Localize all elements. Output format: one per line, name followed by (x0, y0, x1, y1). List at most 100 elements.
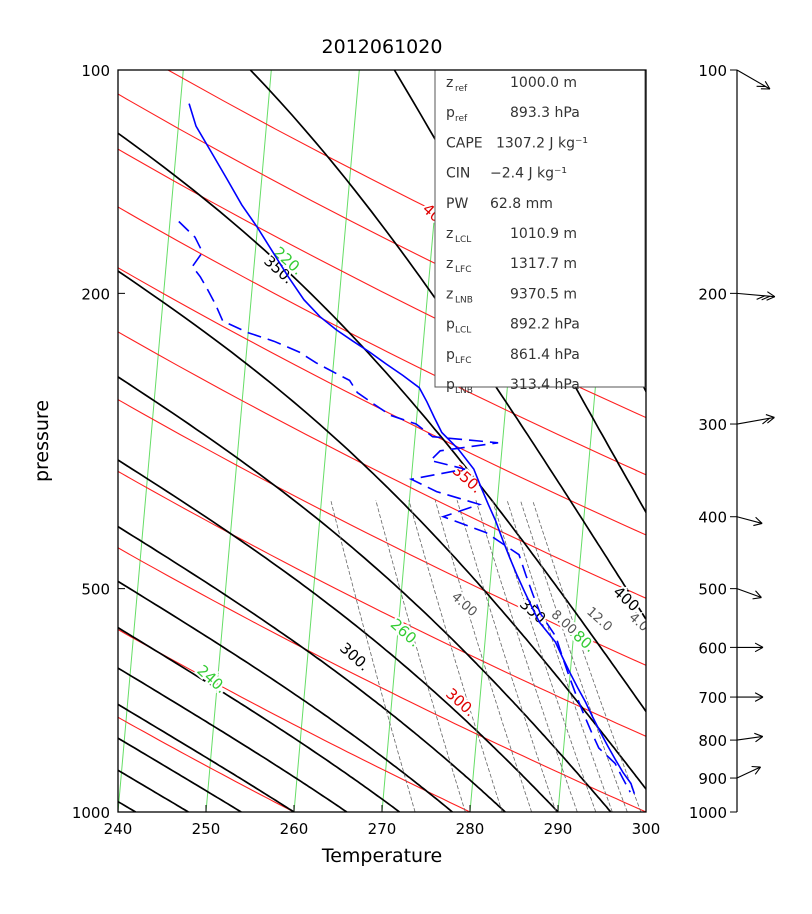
stats-row: CIN −2.4 J kg⁻¹ (446, 166, 567, 182)
wind-tick-label: 400 (698, 509, 727, 527)
isotherm-line (0, 70, 7, 812)
wind-tick-label: 800 (698, 732, 727, 750)
moist-adiabat-line (0, 70, 505, 812)
moist-adiabat-line (0, 70, 136, 812)
stats-row: CAPE 1307.2 J kg⁻¹ (446, 135, 588, 151)
wind-barb (737, 292, 775, 301)
y-tick-label: 200 (81, 285, 110, 303)
isoline-label: 240. (193, 661, 230, 697)
wind-barb (737, 415, 774, 424)
wind-barb (737, 733, 763, 742)
stats-symbol: PW (446, 196, 468, 212)
isoline-label: 300. (336, 639, 373, 675)
isoline-label: 4.00 (448, 590, 480, 621)
stats-value: 1317.7 m (510, 256, 577, 272)
wind-barb-flag (755, 697, 763, 701)
wind-tick-label: 700 (698, 689, 727, 707)
wind-barb (737, 70, 770, 89)
mixing-ratio-line (409, 500, 502, 812)
dry-adiabat-line (0, 70, 812, 812)
wind-barb-flag (752, 766, 761, 767)
stats-value: 9370.5 m (510, 286, 577, 302)
wind-tick-label: 900 (698, 770, 727, 788)
stats-subscript: LFC (455, 265, 471, 275)
wind-tick-label: 600 (698, 639, 727, 657)
wind-barb (737, 517, 762, 526)
stats-symbol: z (446, 226, 453, 242)
background-isolines (0, 70, 812, 812)
x-tick-label: 270 (368, 820, 397, 838)
wind-barb (737, 643, 763, 652)
wind-barb (737, 589, 761, 599)
wind-barb-flag (755, 643, 763, 647)
wind-tick-label: 300 (698, 416, 727, 434)
isotherm-line (206, 70, 271, 812)
wind-tick-label: 200 (698, 285, 727, 303)
stats-subscript: LCL (455, 235, 471, 245)
stats-subscript: ref (455, 84, 468, 94)
stats-symbol: z (446, 256, 453, 272)
stats-symbol: CAPE (446, 135, 483, 151)
stats-row: PW 62.8 mm (446, 196, 553, 212)
stats-value: 892.2 hPa (510, 317, 580, 333)
isoline-label: 350. (449, 461, 486, 497)
wind-tick-label: 500 (698, 581, 727, 599)
stats-symbol: p (446, 377, 455, 393)
stats-value: 861.4 hPa (510, 347, 580, 363)
stats-symbol: p (446, 347, 455, 363)
stats-value: −2.4 J kg⁻¹ (490, 166, 567, 182)
wind-barb (737, 766, 761, 778)
x-tick-label: 250 (192, 820, 221, 838)
stats-subscript: ref (455, 114, 468, 124)
stats-value: 1307.2 J kg⁻¹ (496, 135, 588, 151)
dry-adiabat-line (0, 70, 812, 812)
isoline-label: 400. (610, 583, 647, 619)
isotherm-line (734, 70, 799, 812)
stats-symbol: z (446, 286, 453, 302)
dry-adiabat-line (0, 70, 812, 812)
mixing-ratio-line (520, 500, 627, 812)
stats-symbol: z (446, 75, 453, 91)
stats-subscript: LFC (455, 356, 471, 366)
dry-adiabat-line (0, 70, 812, 812)
y-tick-label: 1000 (72, 804, 110, 822)
mixing-ratio-line (507, 500, 612, 812)
x-tick-label: 280 (456, 820, 485, 838)
y-axis-label: pressure (31, 400, 53, 482)
stats-symbol: p (446, 105, 455, 121)
moist-adiabat-line (0, 70, 452, 812)
wind-barb-flag (755, 647, 763, 651)
y-tick-label: 500 (81, 581, 110, 599)
moist-adiabat-line (0, 86, 30, 812)
stats-value: 893.3 hPa (510, 105, 580, 121)
wind-barb (737, 693, 763, 702)
stats-subscript: LNB (455, 386, 473, 396)
wind-barb-flag (755, 693, 763, 697)
chart-title: 2012061020 (322, 36, 443, 58)
wind-barb-flag (753, 523, 762, 525)
wind-barb-flag (766, 415, 775, 418)
stats-value: 62.8 mm (490, 196, 553, 212)
stats-value: 1000.0 m (510, 75, 577, 91)
moist-adiabat-line (0, 70, 188, 812)
stats-symbol: p (446, 317, 455, 333)
dry-adiabat-line (0, 70, 812, 812)
x-tick-label: 260 (280, 820, 309, 838)
wind-profile-panel: 100 200 300 400 500 600 700 800 900 1000 (689, 62, 775, 822)
stats-value: 1010.9 m (510, 226, 577, 242)
wind-tick-label: 100 (698, 62, 727, 80)
stats-subscript: LNB (455, 295, 473, 305)
isoline-label: 260. (387, 615, 424, 651)
x-tick-label: 300 (632, 820, 661, 838)
x-tick-label: 240 (104, 820, 133, 838)
x-tick-label: 290 (544, 820, 573, 838)
wind-barb-flag (754, 733, 762, 736)
wind-tick-label: 1000 (689, 804, 727, 822)
stats-subscript: LCL (455, 326, 471, 336)
stats-symbol: CIN (446, 166, 470, 182)
stats-value: 313.4 hPa (510, 377, 580, 393)
wind-barb-flag (753, 598, 762, 599)
